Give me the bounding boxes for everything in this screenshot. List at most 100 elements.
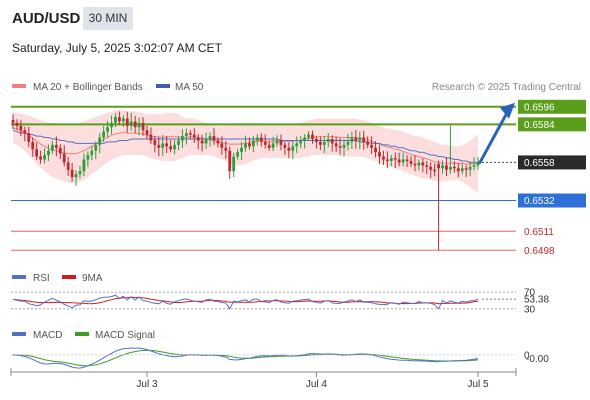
candle-body	[169, 146, 173, 150]
candle-body	[165, 143, 169, 147]
candle-body	[417, 162, 421, 166]
candle-body	[86, 155, 90, 160]
candle-body	[23, 130, 27, 134]
candle-body	[192, 134, 196, 138]
candle-body	[228, 150, 232, 172]
candle-body	[212, 136, 216, 141]
x-tick-label: Jul 3	[136, 379, 158, 390]
candle-body	[236, 152, 240, 157]
macd-panel: MACD MACD Signal -0.00 0	[11, 330, 549, 369]
candle-body	[409, 160, 413, 164]
candle-body	[224, 147, 228, 151]
candle-body	[196, 137, 200, 141]
candle-body	[39, 156, 42, 160]
candle-body	[303, 137, 307, 141]
candle-body	[326, 139, 330, 142]
candle-body	[330, 139, 334, 144]
forecast-arrow-head	[500, 102, 515, 119]
candle-body	[279, 140, 283, 145]
rsi-legend-label: RSI	[33, 273, 50, 284]
candle-body	[456, 168, 460, 172]
candle-body	[157, 144, 161, 148]
candle-body	[350, 137, 354, 142]
candle-body	[307, 134, 310, 138]
level-label-0.6584: 0.6584	[524, 120, 555, 131]
candle-body	[208, 136, 212, 139]
candle-body	[173, 144, 176, 150]
candle-body	[370, 144, 374, 148]
candle-body	[204, 139, 208, 144]
candle-body	[287, 147, 291, 151]
candle-body	[244, 143, 247, 148]
candle-body	[145, 130, 149, 135]
candle-body	[295, 143, 299, 147]
candle-body	[311, 134, 314, 139]
candle-body	[98, 137, 102, 145]
candle-body	[405, 159, 409, 161]
candle-body	[248, 143, 251, 147]
candle-body	[460, 168, 464, 172]
macd-last-label: -0.00	[526, 354, 549, 365]
candle-body	[362, 137, 366, 142]
candle-body	[51, 144, 54, 151]
rsi-legend-swatch	[12, 275, 26, 279]
candle-body	[452, 166, 456, 169]
candle-body	[421, 162, 425, 166]
candle-body	[401, 159, 405, 163]
candle-body	[137, 122, 141, 128]
candle-body	[449, 166, 452, 170]
candle-body	[374, 147, 377, 153]
candle-body	[468, 166, 472, 170]
candle-body	[35, 149, 39, 157]
candle-body	[358, 137, 362, 141]
candle-body	[464, 168, 468, 170]
ma50-legend-swatch	[156, 84, 170, 88]
candle-body	[385, 159, 389, 161]
candles	[11, 111, 480, 251]
candle-body	[318, 141, 322, 145]
level-label-0.6498: 0.6498	[524, 246, 555, 257]
candle-body	[232, 156, 236, 172]
macd-tick-0: 0	[524, 350, 530, 361]
candle-body	[114, 117, 117, 123]
forecast-arrow	[478, 102, 515, 164]
candle-body	[346, 141, 350, 145]
main-legend: MA 20 + Bollinger Bands MA 50 Research ©…	[12, 82, 581, 93]
rsi-tick-30: 30	[524, 304, 536, 315]
timeframe-badge[interactable]: 30 MIN	[83, 7, 133, 30]
candle-body	[58, 147, 62, 154]
candle-body	[181, 136, 184, 141]
candle-body	[149, 134, 153, 141]
level-label-0.6532: 0.6532	[524, 196, 555, 207]
candle-body	[433, 169, 437, 172]
candle-body	[153, 140, 157, 145]
candle-body	[397, 159, 401, 163]
candle-body	[322, 141, 326, 145]
candle-body	[342, 144, 346, 148]
x-tick-label: Jul 4	[306, 379, 328, 390]
candle-body	[82, 159, 86, 172]
level-badge-0.6584	[518, 117, 586, 132]
rsi-ma-legend-label: 9MA	[82, 273, 103, 284]
candle-body	[271, 143, 275, 148]
candle-body	[106, 127, 109, 132]
candle-body	[102, 131, 106, 138]
candle-body	[188, 133, 192, 135]
candle-body	[251, 140, 255, 147]
level-label-0.6511: 0.6511	[524, 227, 554, 238]
ma20-legend-swatch	[12, 84, 26, 88]
macd-axis: 0	[11, 350, 530, 361]
candle-body	[90, 150, 94, 156]
candle-body	[125, 118, 129, 126]
candle-body	[389, 158, 393, 161]
rsi-lines: 53.38	[12, 295, 549, 310]
candle-body	[184, 133, 188, 137]
level-badge-0.6532	[518, 193, 586, 208]
candle-body	[43, 155, 46, 160]
candle-body	[133, 121, 137, 128]
level-label-0.6596: 0.6596	[524, 102, 555, 113]
candle-body	[141, 122, 145, 131]
symbol-title: AUD/USD	[12, 10, 81, 27]
level-badge-0.6596	[518, 99, 586, 114]
